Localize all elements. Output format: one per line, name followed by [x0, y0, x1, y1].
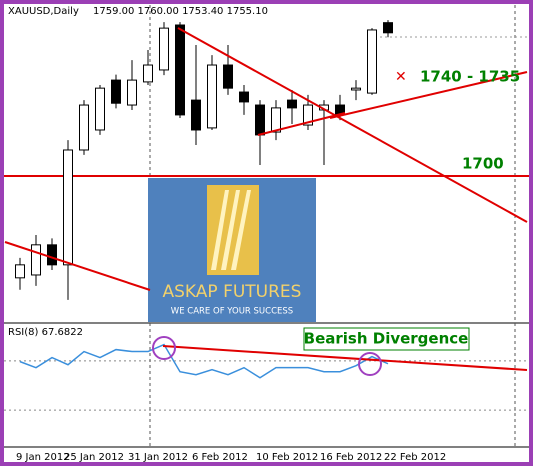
- trendlines: [4, 27, 528, 371]
- x-tick-label: 25 Jan 2012: [64, 452, 124, 463]
- trendline: [329, 71, 528, 119]
- annotation-box: [303, 327, 470, 351]
- candle-body: [63, 149, 73, 266]
- candle-body: [111, 79, 121, 104]
- x-tick-label: 9 Jan 2012: [16, 452, 70, 463]
- candle-body: [127, 79, 137, 106]
- candle-body: [367, 29, 377, 94]
- candle-body: [31, 244, 41, 276]
- logo-title: ASKAP FUTURES: [163, 282, 302, 302]
- x-tick-label: 31 Jan 2012: [128, 452, 188, 463]
- candle-body: [143, 64, 153, 83]
- candle-body: [223, 64, 233, 89]
- trendline: [162, 345, 528, 371]
- logo-rays: [211, 190, 251, 270]
- target-label: 1740 - 1735: [420, 68, 520, 86]
- cross-marker: ✕: [395, 69, 407, 85]
- candle-body: [303, 104, 313, 126]
- candle-body: [15, 264, 25, 279]
- candle-body: [255, 104, 265, 136]
- candle-body: [239, 91, 249, 103]
- x-tick-label: 16 Feb 2012: [320, 452, 382, 463]
- highlight-circle: [358, 352, 382, 376]
- level-label: 1700: [462, 154, 504, 172]
- candle-body: [383, 22, 393, 34]
- highlight-circle: [152, 336, 176, 360]
- trendline: [177, 27, 528, 223]
- rsi-label: RSI(8) 67.6822: [8, 327, 83, 338]
- rsi-line: [19, 343, 389, 379]
- candle-body: [287, 99, 297, 109]
- x-tick-label: 6 Feb 2012: [192, 452, 248, 463]
- candle-body: [271, 107, 281, 133]
- trendline: [257, 112, 346, 136]
- x-tick-label: 10 Feb 2012: [256, 452, 318, 463]
- x-tick-label: 22 Feb 2012: [384, 452, 446, 463]
- candle-body: [351, 87, 361, 91]
- header-values: 1759.00 1760.00 1753.40 1755.10: [93, 6, 268, 17]
- candle-body: [95, 87, 105, 131]
- candle-body: [79, 104, 89, 151]
- logo-subtitle: WE CARE OF YOUR SUCCESS: [171, 307, 293, 317]
- candle-body: [175, 24, 185, 116]
- trendline: [4, 241, 151, 291]
- candle-body: [191, 99, 201, 131]
- annotation: Bearish Divergence: [304, 330, 469, 348]
- candle-body: [159, 27, 169, 71]
- candle-body: [47, 244, 57, 266]
- chart-title: XAUUSD,Daily: [8, 6, 79, 17]
- candle-body: [207, 64, 217, 129]
- logo: ASKAP FUTURES WE CARE OF YOUR SUCCESS: [148, 178, 316, 322]
